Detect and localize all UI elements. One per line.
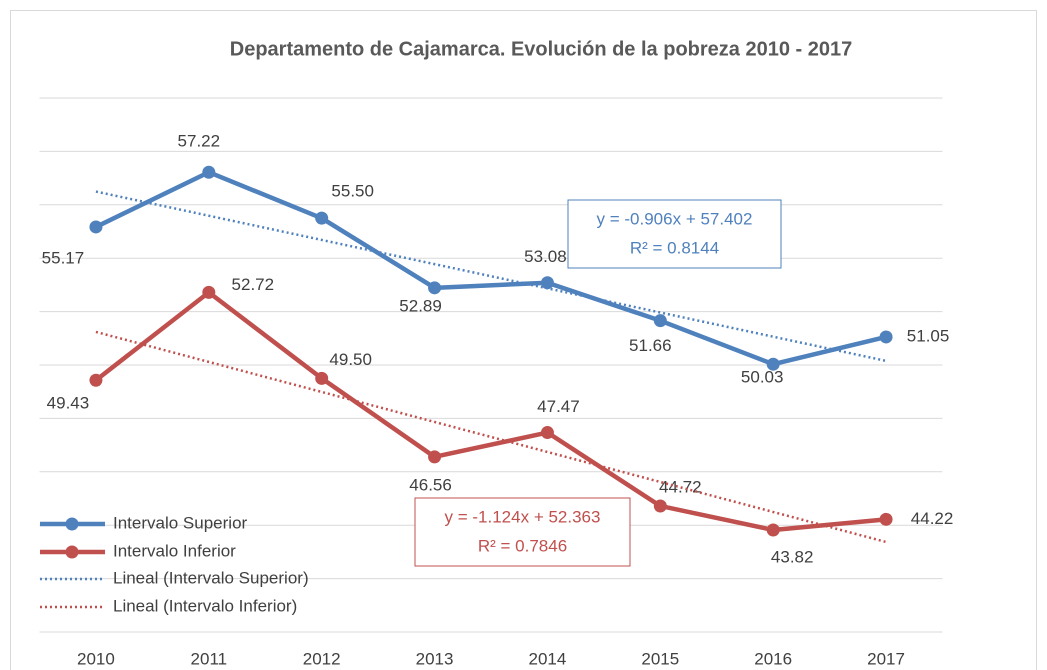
x-tick-label: 2010 (77, 649, 115, 668)
legend-marker (65, 517, 79, 531)
legend-label: Intervalo Superior (113, 513, 248, 532)
legend-marker (65, 545, 79, 559)
data-point (766, 523, 780, 537)
equation-box (567, 199, 782, 269)
x-tick-label: 2014 (529, 649, 567, 668)
trend-equation: y = -0.906x + 57.402 (597, 209, 753, 228)
data-point (653, 499, 667, 513)
data-label: 51.66 (629, 336, 672, 355)
data-label: 49.43 (47, 394, 90, 413)
data-point (89, 220, 103, 234)
legend-label: Intervalo Inferior (113, 541, 236, 560)
equation-box (414, 497, 631, 567)
data-label: 51.05 (907, 326, 950, 345)
legend-label: Lineal (Intervalo Inferior) (113, 596, 297, 615)
data-point (428, 281, 442, 295)
trend-equation: y = -1.124x + 52.363 (445, 507, 601, 526)
data-label: 44.72 (659, 477, 702, 496)
data-label: 49.50 (329, 350, 372, 369)
data-label: 43.82 (771, 547, 814, 566)
data-point (202, 285, 216, 299)
data-label: 57.22 (178, 132, 221, 151)
data-point (879, 330, 893, 344)
x-tick-label: 2016 (754, 649, 792, 668)
legend-label: Lineal (Intervalo Superior) (113, 568, 309, 587)
x-tick-label: 2015 (641, 649, 679, 668)
trend-r2: R² = 0.7846 (478, 536, 567, 555)
data-label: 55.17 (42, 248, 85, 267)
series-line (94, 290, 887, 533)
data-point (315, 371, 329, 385)
data-point (202, 165, 216, 179)
data-point (89, 373, 103, 387)
x-tick-label: 2017 (867, 649, 905, 668)
data-label: 44.22 (911, 509, 954, 528)
data-point (315, 211, 329, 225)
data-label: 52.72 (232, 275, 275, 294)
data-label: 50.03 (741, 368, 784, 387)
data-point (766, 357, 780, 371)
series-line (94, 169, 887, 367)
data-label: 55.50 (331, 182, 374, 201)
data-label: 47.47 (537, 397, 580, 416)
data-point (653, 314, 667, 328)
data-point (879, 512, 893, 526)
chart-title: Departamento de Cajamarca. Evolución de … (230, 38, 852, 60)
data-label: 46.56 (409, 475, 452, 494)
x-tick-label: 2011 (191, 649, 228, 668)
trend-line (95, 330, 887, 544)
trend-r2: R² = 0.8144 (630, 238, 719, 257)
x-tick-label: 2013 (416, 649, 454, 668)
data-label: 53.08 (524, 247, 567, 266)
data-point (540, 426, 554, 440)
x-tick-label: 2012 (303, 649, 341, 668)
data-point (428, 450, 442, 464)
data-point (540, 276, 554, 290)
data-label: 52.89 (399, 296, 442, 315)
